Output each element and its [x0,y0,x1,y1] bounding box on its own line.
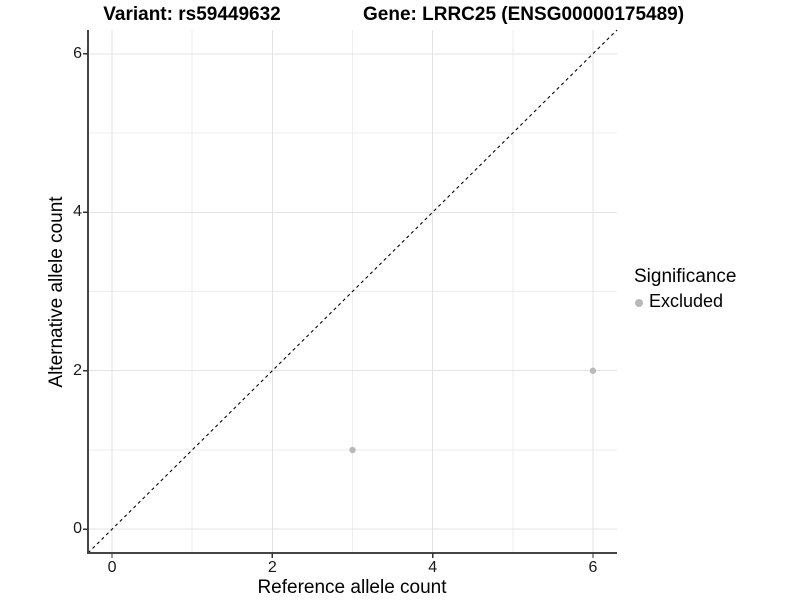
legend: Significance Excluded [632,266,736,312]
y-tick-label: 0 [73,520,82,538]
y-axis-title: Alternative allele count [46,196,67,388]
x-tick-label: 6 [588,559,598,576]
y-tick-label: 2 [73,361,82,379]
legend-item-label: Excluded [649,291,724,311]
variant-title: Variant: rs59449632 [103,4,281,25]
x-tick-label: 0 [107,559,117,576]
legend-item-excluded: Excluded [632,291,736,312]
gene-title: Gene: LRRC25 (ENSG00000175489) [363,4,685,25]
y-tick-label: 6 [73,44,82,62]
x-tick-label: 2 [267,559,277,576]
x-tick-label: 4 [428,559,438,576]
data-point [349,446,356,454]
legend-title: Significance [634,266,737,287]
x-axis-title: Reference allele count [257,577,447,598]
excluded-point-icon [635,298,643,307]
identity-dashed-line [87,29,618,554]
y-tick-label: 4 [73,203,82,221]
data-point [589,367,597,374]
